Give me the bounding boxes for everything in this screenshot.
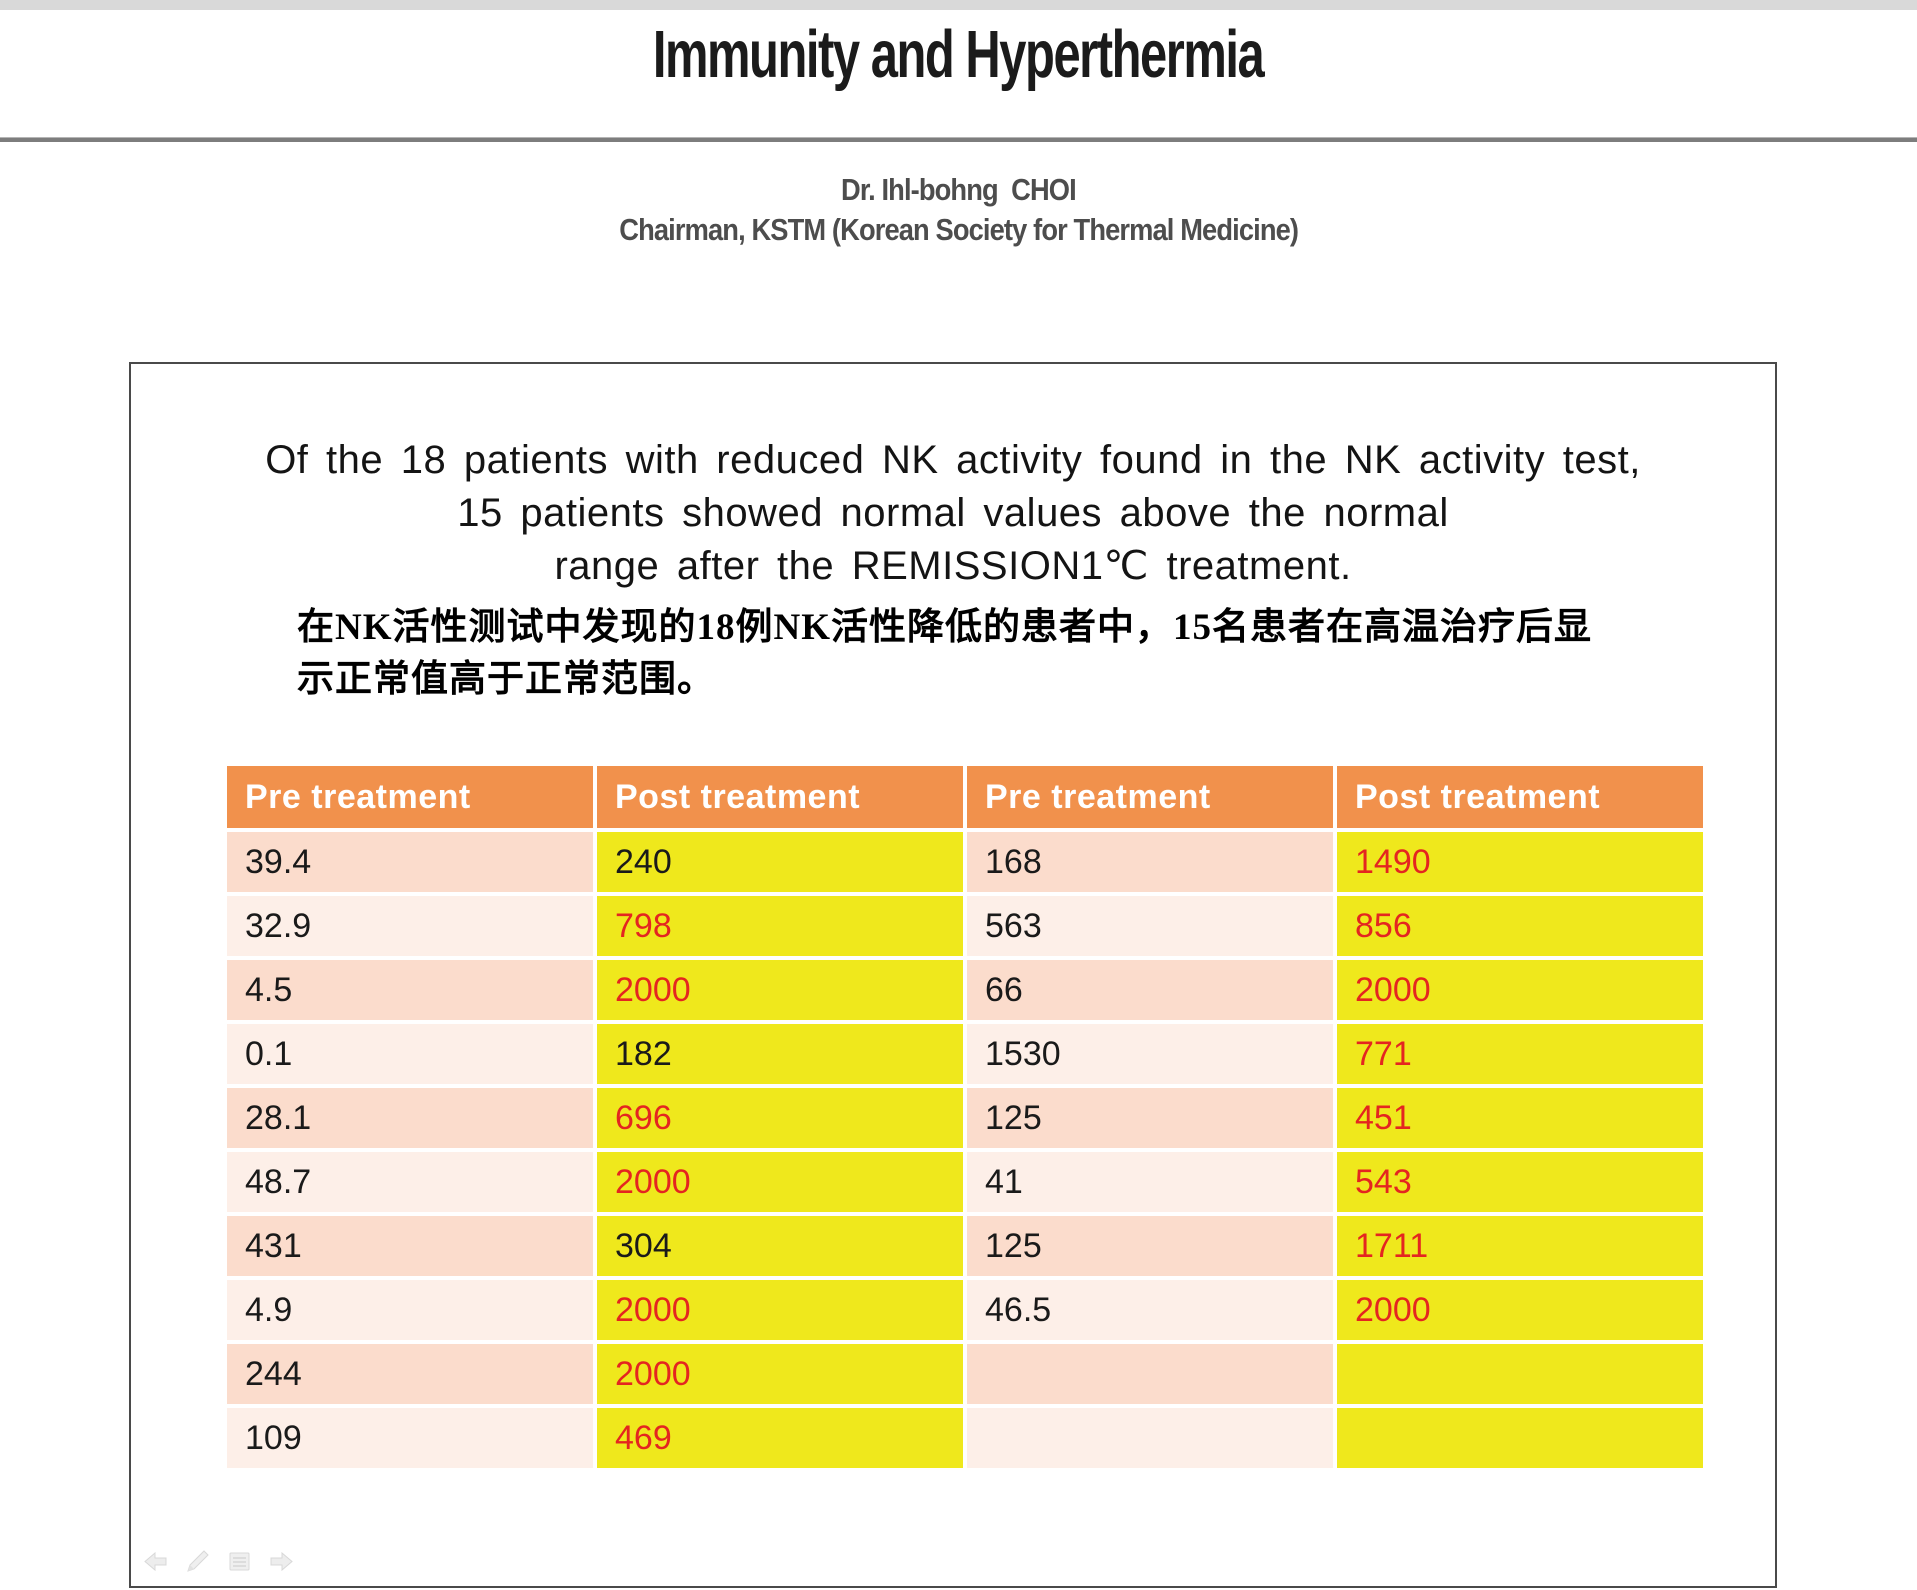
english-line-2: 15 patients showed normal values above t…	[457, 491, 1449, 535]
table-cell: 109	[227, 1408, 593, 1468]
table-cell: 798	[597, 896, 963, 956]
table-cell: 2000	[1337, 1280, 1703, 1340]
table-cell: 32.9	[227, 896, 593, 956]
english-summary-paragraph: Of the 18 patients with reduced NK activ…	[131, 434, 1775, 593]
table-header-row: Pre treatment Post treatment Pre treatme…	[227, 766, 1703, 828]
table-cell: 66	[967, 960, 1333, 1020]
table-cell	[1337, 1344, 1703, 1404]
english-line-3: range after the REMISSION1℃ treatment.	[554, 544, 1352, 588]
table-cell: 46.5	[967, 1280, 1333, 1340]
table-row: 109 469	[227, 1408, 1703, 1468]
slide-menu-icon[interactable]	[226, 1548, 253, 1575]
nk-activity-table: Pre treatment Post treatment Pre treatme…	[223, 762, 1707, 1472]
slide-title-row: Immunity and Hyperthermia	[0, 16, 1917, 93]
slide-content-box: Of the 18 patients with reduced NK activ…	[129, 362, 1777, 1588]
table-cell: 304	[597, 1216, 963, 1276]
table-cell: 4.5	[227, 960, 593, 1020]
affiliation-line: Chairman, KSTM (Korean Society for Therm…	[0, 212, 1917, 248]
table-cell: 39.4	[227, 832, 593, 892]
table-cell: 2000	[597, 1344, 963, 1404]
table-row: 48.7 2000 41 543	[227, 1152, 1703, 1212]
chinese-line-2: 示正常值高于正常范围。	[297, 659, 715, 700]
table-cell: 1711	[1337, 1216, 1703, 1276]
chinese-line-1: 在NK活性测试中发现的18例NK活性降低的患者中，15名患者在高温治疗后显	[297, 607, 1592, 648]
table-cell: 182	[597, 1024, 963, 1084]
header-pre-treatment-2: Pre treatment	[967, 766, 1333, 828]
table-cell: 1490	[1337, 832, 1703, 892]
table-cell: 48.7	[227, 1152, 593, 1212]
table-row: 244 2000	[227, 1344, 1703, 1404]
table-row: 39.4 240 168 1490	[227, 832, 1703, 892]
page-title: Immunity and Hyperthermia	[653, 17, 1265, 92]
title-divider	[0, 137, 1917, 142]
previous-slide-icon[interactable]	[142, 1548, 169, 1575]
table-cell: 563	[967, 896, 1333, 956]
table-cell: 2000	[597, 1152, 963, 1212]
table-cell: 240	[597, 832, 963, 892]
chinese-summary-paragraph: 在NK活性测试中发现的18例NK活性降低的患者中，15名患者在高温治疗后显 示正…	[297, 602, 1727, 706]
table-cell: 856	[1337, 896, 1703, 956]
table-cell: 543	[1337, 1152, 1703, 1212]
table-row: 28.1 696 125 451	[227, 1088, 1703, 1148]
table-cell: 771	[1337, 1024, 1703, 1084]
table-row: 4.9 2000 46.5 2000	[227, 1280, 1703, 1340]
table-row: 32.9 798 563 856	[227, 896, 1703, 956]
author-name: Dr. Ihl-bohng CHOI	[841, 172, 1077, 207]
english-line-1: Of the 18 patients with reduced NK activ…	[265, 438, 1641, 482]
table-cell: 125	[967, 1088, 1333, 1148]
table-cell: 1530	[967, 1024, 1333, 1084]
pen-tool-icon[interactable]	[184, 1548, 211, 1575]
header-post-treatment-1: Post treatment	[597, 766, 963, 828]
table-cell	[967, 1408, 1333, 1468]
table-cell	[1337, 1408, 1703, 1468]
table-cell: 451	[1337, 1088, 1703, 1148]
table-row: 4.5 2000 66 2000	[227, 960, 1703, 1020]
table-cell: 2000	[1337, 960, 1703, 1020]
table-cell	[967, 1344, 1333, 1404]
next-slide-icon[interactable]	[268, 1548, 295, 1575]
table-cell: 28.1	[227, 1088, 593, 1148]
author-affiliation: Chairman, KSTM (Korean Society for Therm…	[619, 212, 1299, 247]
table-cell: 0.1	[227, 1024, 593, 1084]
header-pre-treatment-1: Pre treatment	[227, 766, 593, 828]
slideshow-nav-toolbar	[142, 1548, 295, 1575]
header-post-treatment-2: Post treatment	[1337, 766, 1703, 828]
table-row: 0.1 182 1530 771	[227, 1024, 1703, 1084]
table-cell: 2000	[597, 1280, 963, 1340]
table-cell: 696	[597, 1088, 963, 1148]
table-row: 431 304 125 1711	[227, 1216, 1703, 1276]
table-cell: 469	[597, 1408, 963, 1468]
table-cell: 41	[967, 1152, 1333, 1212]
table-cell: 2000	[597, 960, 963, 1020]
table-cell: 168	[967, 832, 1333, 892]
table-cell: 244	[227, 1344, 593, 1404]
table-cell: 125	[967, 1216, 1333, 1276]
author-line: Dr. Ihl-bohng CHOI	[0, 172, 1917, 208]
top-gray-strip	[0, 0, 1917, 10]
table-cell: 4.9	[227, 1280, 593, 1340]
table-cell: 431	[227, 1216, 593, 1276]
